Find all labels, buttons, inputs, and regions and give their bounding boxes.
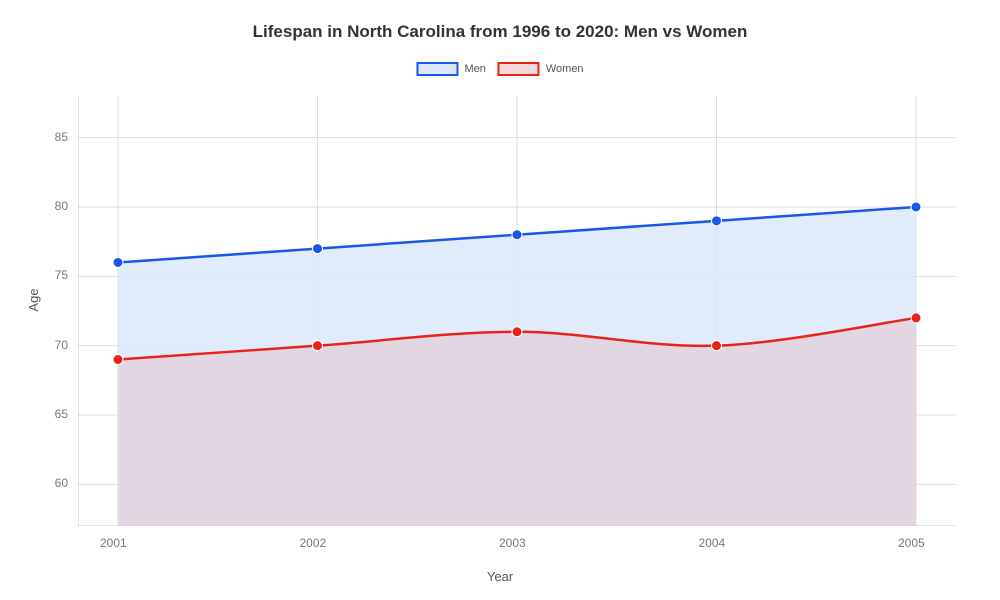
legend-swatch-women: [498, 62, 540, 76]
y-tick-label: 75: [55, 268, 68, 282]
x-tick-label: 2004: [699, 536, 726, 550]
marker-men: [113, 257, 123, 267]
y-tick-label: 85: [55, 130, 68, 144]
x-tick-label: 2005: [898, 536, 925, 550]
legend-swatch-men: [416, 62, 458, 76]
chart-legend: Men Women: [416, 62, 583, 76]
x-axis-label: Year: [487, 569, 513, 584]
y-tick-label: 80: [55, 199, 68, 213]
marker-men: [712, 216, 722, 226]
y-axis-label: Age: [26, 288, 41, 311]
y-tick-label: 70: [55, 338, 68, 352]
x-tick-label: 2003: [499, 536, 526, 550]
legend-label-women: Women: [546, 63, 584, 75]
legend-item-women: Women: [498, 62, 584, 76]
chart-title: Lifespan in North Carolina from 1996 to …: [0, 22, 1000, 42]
marker-women: [313, 341, 323, 351]
marker-men: [313, 244, 323, 254]
legend-item-men: Men: [416, 62, 485, 76]
chart-container: Lifespan in North Carolina from 1996 to …: [0, 0, 1000, 600]
marker-men: [512, 230, 522, 240]
x-tick-label: 2002: [300, 536, 327, 550]
x-tick-label: 2001: [100, 536, 127, 550]
legend-label-men: Men: [464, 63, 485, 75]
y-tick-label: 65: [55, 407, 68, 421]
marker-women: [712, 341, 722, 351]
marker-men: [911, 202, 921, 212]
y-tick-label: 60: [55, 476, 68, 490]
marker-women: [911, 313, 921, 323]
marker-women: [113, 355, 123, 365]
marker-women: [512, 327, 522, 337]
chart-plot-area: [78, 96, 956, 526]
